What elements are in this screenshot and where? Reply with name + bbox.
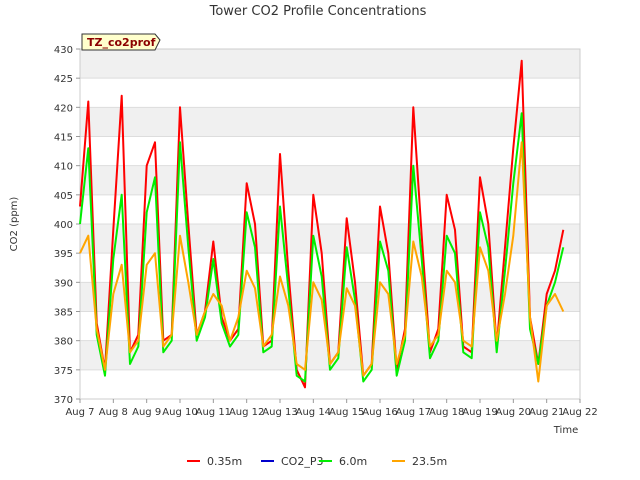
y-tick-label: 415 xyxy=(54,133,73,144)
x-tick-label: Aug 13 xyxy=(262,407,297,418)
x-tick-label: Aug 14 xyxy=(296,407,331,418)
y-tick-label: 385 xyxy=(54,308,73,319)
y-tick-label: 395 xyxy=(54,249,73,260)
series-lines xyxy=(79,59,565,389)
x-tick-label: Aug 7 xyxy=(65,407,94,418)
plot-band xyxy=(80,224,580,254)
x-tick-label: Aug 19 xyxy=(462,407,497,418)
y-axis: 370 375 380 385 390 395 400 405 410 415 420 425 430 xyxy=(54,45,80,406)
x-tick-label: Aug 17 xyxy=(396,407,431,418)
x-tick-label: Aug 8 xyxy=(99,407,128,418)
y-tick-label: 405 xyxy=(54,191,73,202)
series-line-23.5m xyxy=(79,141,565,383)
plot-band xyxy=(80,165,580,195)
x-tick-label: Aug 22 xyxy=(562,407,597,418)
x-tick-label: Aug 21 xyxy=(529,407,564,418)
chart-title: Tower CO2 Profile Concentrations xyxy=(209,4,427,19)
legend-label: CO2_P3 xyxy=(281,455,323,468)
y-tick-label: 375 xyxy=(54,366,73,377)
x-tick-label: Aug 16 xyxy=(362,407,397,418)
y-axis-label: CO2 (ppm) xyxy=(9,197,20,252)
x-tick-label: Aug 9 xyxy=(132,407,161,418)
plot-band xyxy=(80,107,580,137)
x-tick-label: Aug 15 xyxy=(329,407,364,418)
legend-label: 6.0m xyxy=(339,455,367,468)
y-tick-label: 390 xyxy=(54,278,73,289)
x-tick-label: Aug 18 xyxy=(429,407,464,418)
y-tick-label: 430 xyxy=(54,45,73,56)
plot-band xyxy=(80,282,580,312)
legend-label: 23.5m xyxy=(412,455,447,468)
badge-label: TZ_co2prof xyxy=(87,36,156,49)
x-tick-label: Aug 20 xyxy=(496,407,531,418)
y-tick-label: 380 xyxy=(54,337,73,348)
y-tick-label: 420 xyxy=(54,103,73,114)
x-tick-label: Aug 11 xyxy=(196,407,231,418)
plot-band xyxy=(80,49,580,79)
x-tick-label: Aug 12 xyxy=(229,407,264,418)
y-tick-label: 370 xyxy=(54,395,73,406)
series-line-6.0m xyxy=(79,112,565,383)
legend: 0.35m CO2_P3 6.0m 23.5m xyxy=(187,455,447,468)
y-tick-label: 425 xyxy=(54,74,73,85)
badge: TZ_co2prof xyxy=(81,33,161,51)
x-axis-label: Time xyxy=(553,425,578,436)
y-tick-label: 410 xyxy=(54,162,73,173)
legend-label: 0.35m xyxy=(207,455,242,468)
plot-bands xyxy=(80,49,580,370)
x-tick-label: Aug 10 xyxy=(162,407,197,418)
y-tick-label: 400 xyxy=(54,220,73,231)
